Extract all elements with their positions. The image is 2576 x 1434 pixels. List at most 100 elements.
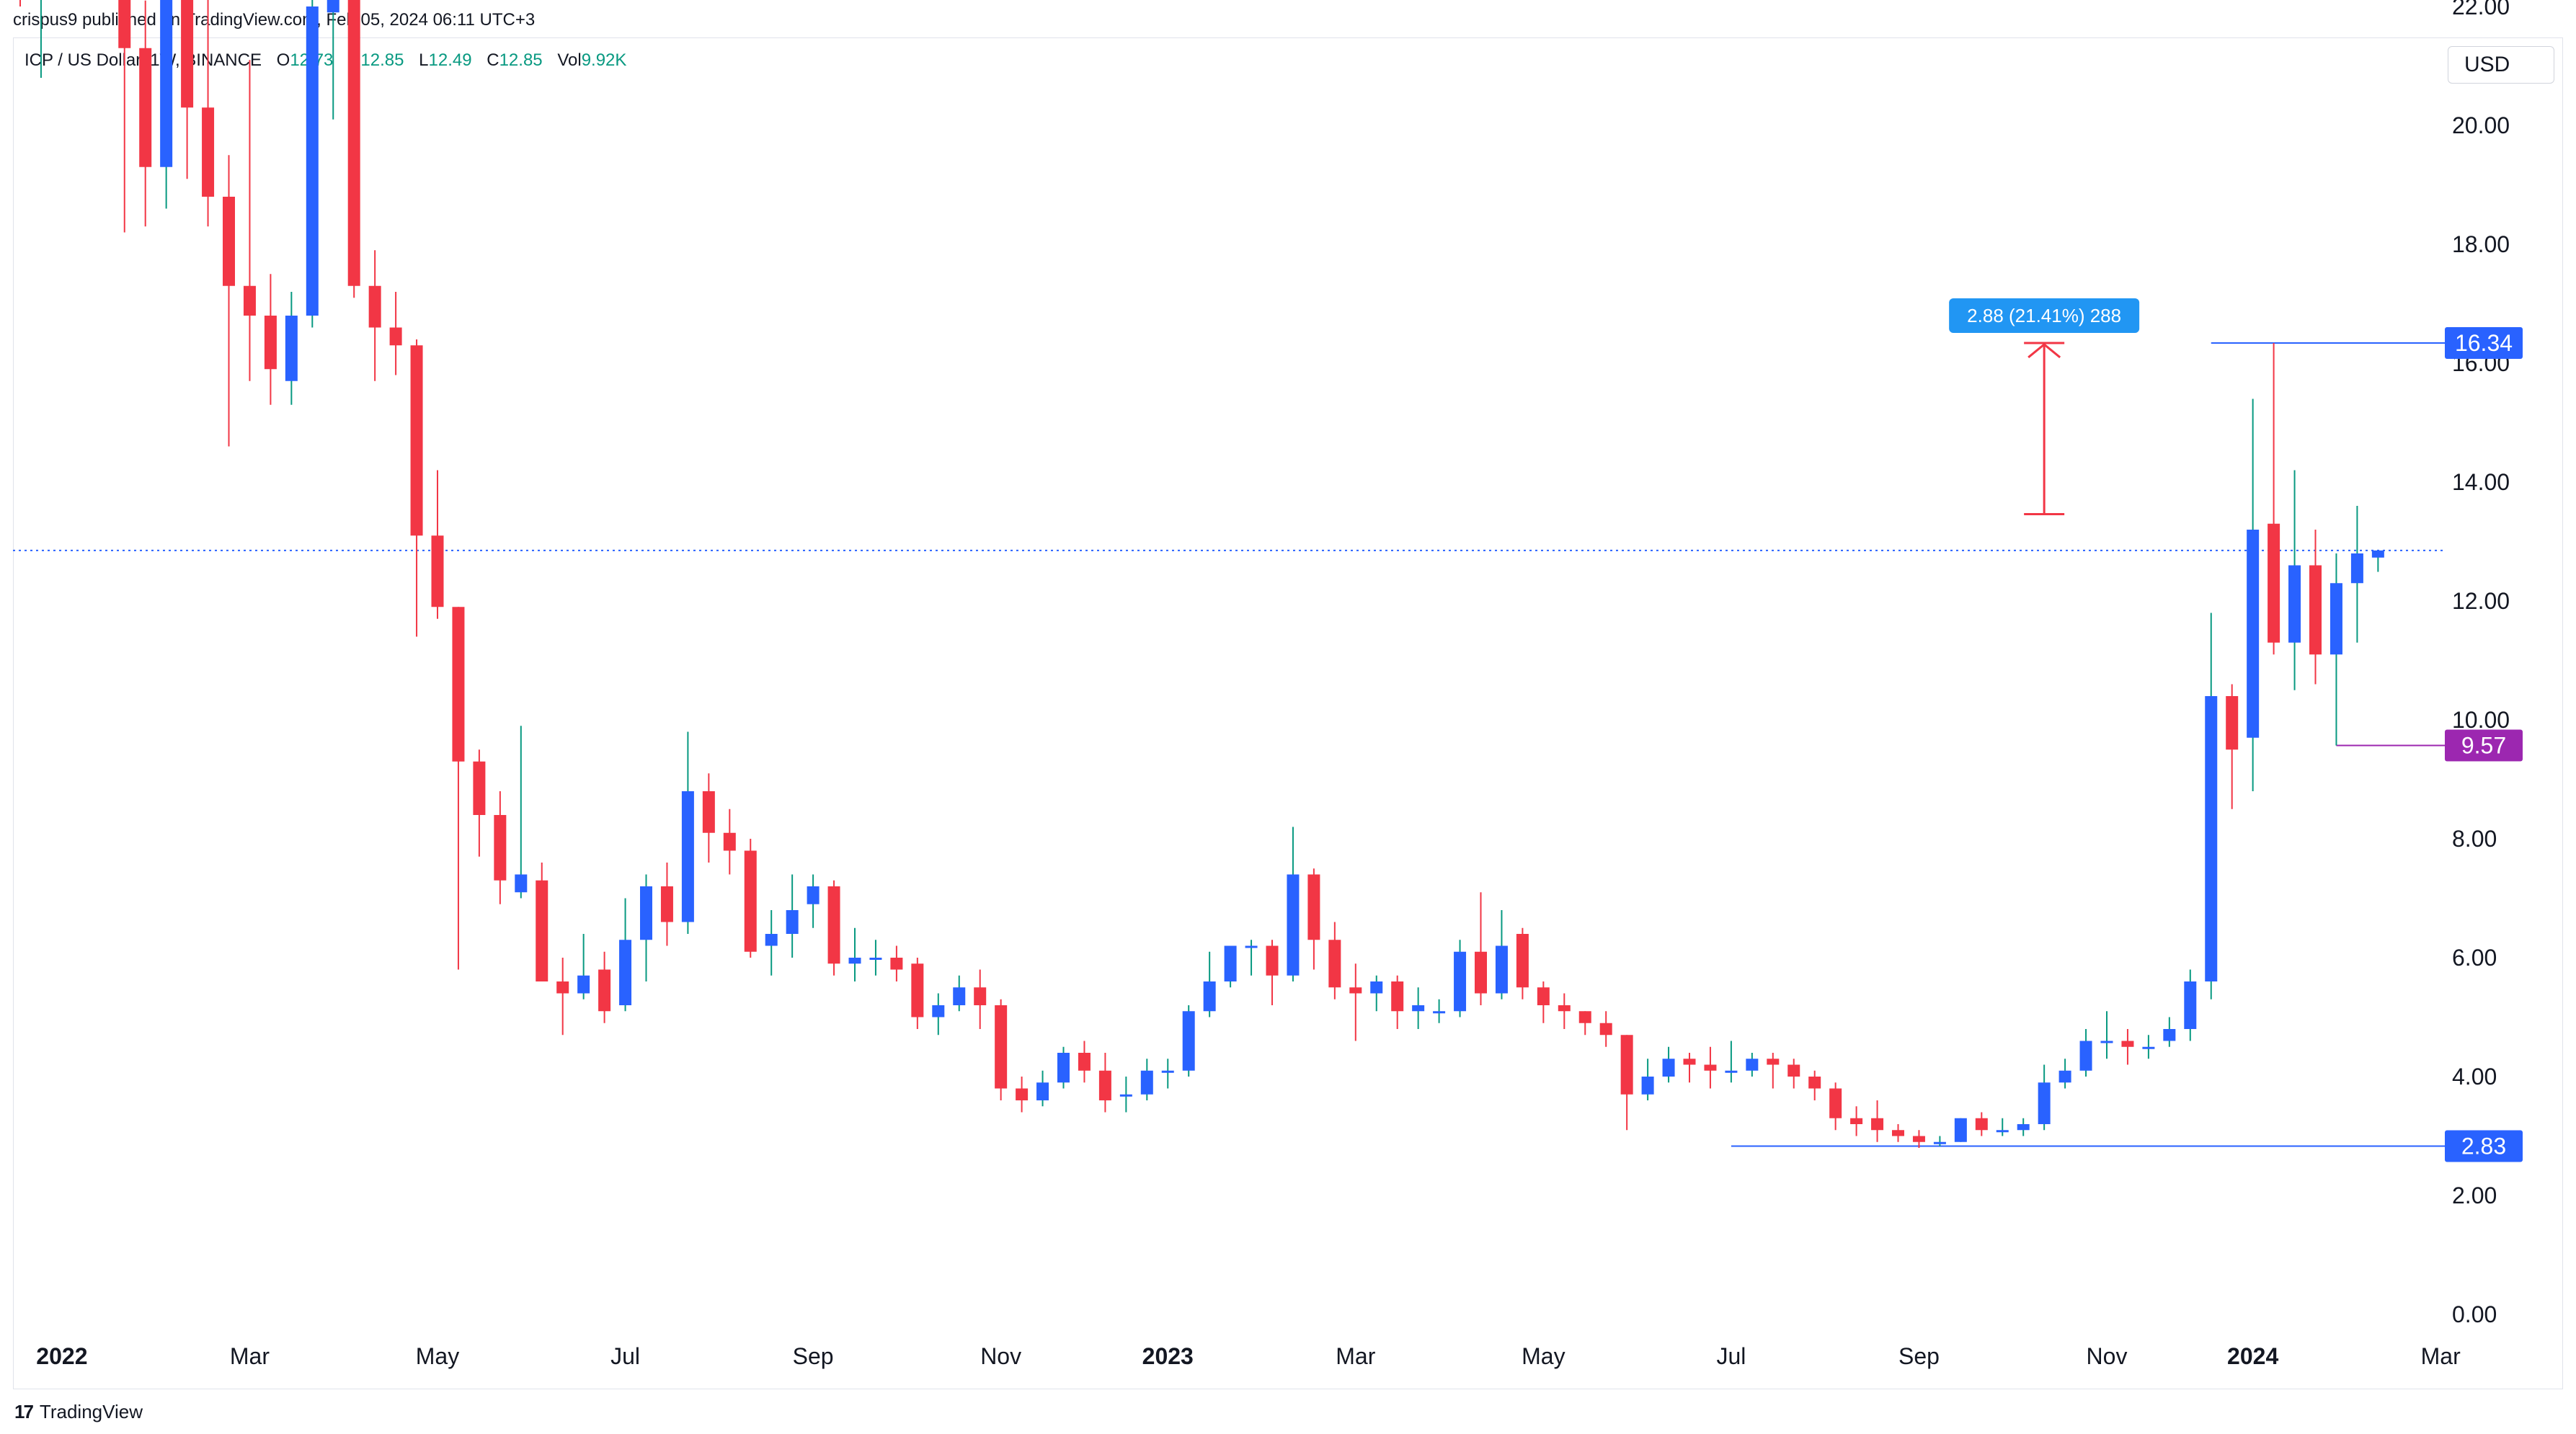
candle xyxy=(640,874,652,981)
volume-value: 9.92K xyxy=(581,50,627,70)
candle-body xyxy=(1516,934,1529,988)
candle xyxy=(1871,1100,1884,1142)
candle xyxy=(1119,1077,1132,1113)
candle-body xyxy=(681,791,694,922)
candle xyxy=(1016,1077,1029,1113)
candle-body xyxy=(431,535,444,607)
candle xyxy=(848,927,861,981)
candle-body xyxy=(536,880,548,981)
candle-body xyxy=(306,6,319,316)
candle-body xyxy=(347,0,360,286)
candle xyxy=(598,951,611,1023)
candle-body xyxy=(598,969,611,1012)
y-tick-label: 8.00 xyxy=(2452,826,2497,852)
candle-body xyxy=(2226,696,2239,750)
x-tick-label: Jul xyxy=(610,1343,640,1369)
candle xyxy=(368,250,381,381)
candle xyxy=(995,999,1008,1100)
y-tick-label: 20.00 xyxy=(2452,112,2510,138)
candle xyxy=(1850,1106,1863,1136)
candle-body xyxy=(577,975,590,994)
candle xyxy=(223,155,235,447)
tradingview-logo-icon: 17 xyxy=(14,1401,34,1422)
candle xyxy=(1933,1136,1946,1146)
candle-body xyxy=(932,1005,945,1017)
candle xyxy=(765,910,778,976)
candle-body xyxy=(1933,1141,1946,1144)
candle xyxy=(1620,1035,1633,1131)
candle xyxy=(40,0,42,78)
close-label: C xyxy=(487,50,499,70)
price-badge-label: 16.34 xyxy=(2455,330,2513,356)
candle-body xyxy=(2350,553,2363,584)
candle xyxy=(1287,827,1300,981)
candle-body xyxy=(264,316,277,370)
candle-body xyxy=(619,940,632,1005)
candle xyxy=(347,0,360,298)
candle-body xyxy=(2329,583,2342,655)
x-tick-label: May xyxy=(1522,1343,1565,1369)
candle xyxy=(1454,940,1467,1017)
candle-body xyxy=(869,958,882,960)
x-tick-label: Nov xyxy=(980,1343,1021,1369)
price-badge-label: 2.83 xyxy=(2461,1134,2506,1159)
x-tick-label: Nov xyxy=(2087,1343,2128,1369)
candle-body xyxy=(1620,1035,1633,1095)
candle-body xyxy=(1182,1011,1195,1071)
y-tick-label: 18.00 xyxy=(2452,231,2510,257)
candle-body xyxy=(1996,1130,2009,1133)
candle xyxy=(974,969,987,1029)
candle-body xyxy=(1850,1118,1863,1124)
candle xyxy=(1975,1112,1988,1136)
candle xyxy=(890,945,903,981)
candle-body xyxy=(2288,565,2301,643)
candle-body xyxy=(285,316,298,381)
candle xyxy=(2121,1029,2134,1065)
candle xyxy=(2100,1011,2113,1059)
candle-body xyxy=(640,886,652,940)
candle xyxy=(1349,963,1362,1041)
candle xyxy=(1224,945,1237,988)
currency-selector[interactable]: USD xyxy=(2448,46,2554,84)
candle-body xyxy=(911,963,924,1017)
candle-body xyxy=(1287,874,1300,976)
candle xyxy=(660,863,673,946)
candle-body xyxy=(702,791,715,833)
candle xyxy=(619,898,632,1012)
candle xyxy=(1036,1070,1049,1107)
candle-body xyxy=(327,0,339,13)
candle xyxy=(389,292,402,375)
candle xyxy=(2038,1064,2051,1131)
candle xyxy=(118,0,131,233)
candle xyxy=(202,0,215,227)
x-tick-label: Mar xyxy=(230,1343,270,1369)
candle-body xyxy=(410,345,423,536)
candle-body xyxy=(1349,987,1362,994)
candle xyxy=(1787,1059,1800,1089)
candle-body xyxy=(1078,1053,1091,1071)
candle xyxy=(1641,1059,1654,1100)
candle-body xyxy=(1704,1064,1717,1071)
chart-frame[interactable] xyxy=(13,37,2563,1389)
candle-body xyxy=(368,285,381,328)
price-badge-label: 9.57 xyxy=(2461,732,2506,758)
candle xyxy=(1537,981,1550,1023)
candle-body xyxy=(848,958,861,964)
candle xyxy=(1767,1053,1780,1089)
candle xyxy=(494,791,507,904)
tradingview-logo[interactable]: 17 TradingView xyxy=(14,1401,143,1423)
candle-body xyxy=(389,327,402,346)
candle-body xyxy=(2121,1041,2134,1047)
candle-body xyxy=(243,285,256,316)
candle-body xyxy=(1433,1011,1446,1014)
candle-body xyxy=(160,0,173,167)
candle xyxy=(2329,553,2342,746)
candle xyxy=(953,975,966,1012)
candle xyxy=(2371,550,2384,572)
candle-body xyxy=(2247,530,2260,738)
low-value: 12.49 xyxy=(428,50,472,70)
x-tick-label: May xyxy=(416,1343,459,1369)
x-tick-label: 2023 xyxy=(1142,1343,1194,1369)
x-tick-label: Jul xyxy=(1716,1343,1746,1369)
